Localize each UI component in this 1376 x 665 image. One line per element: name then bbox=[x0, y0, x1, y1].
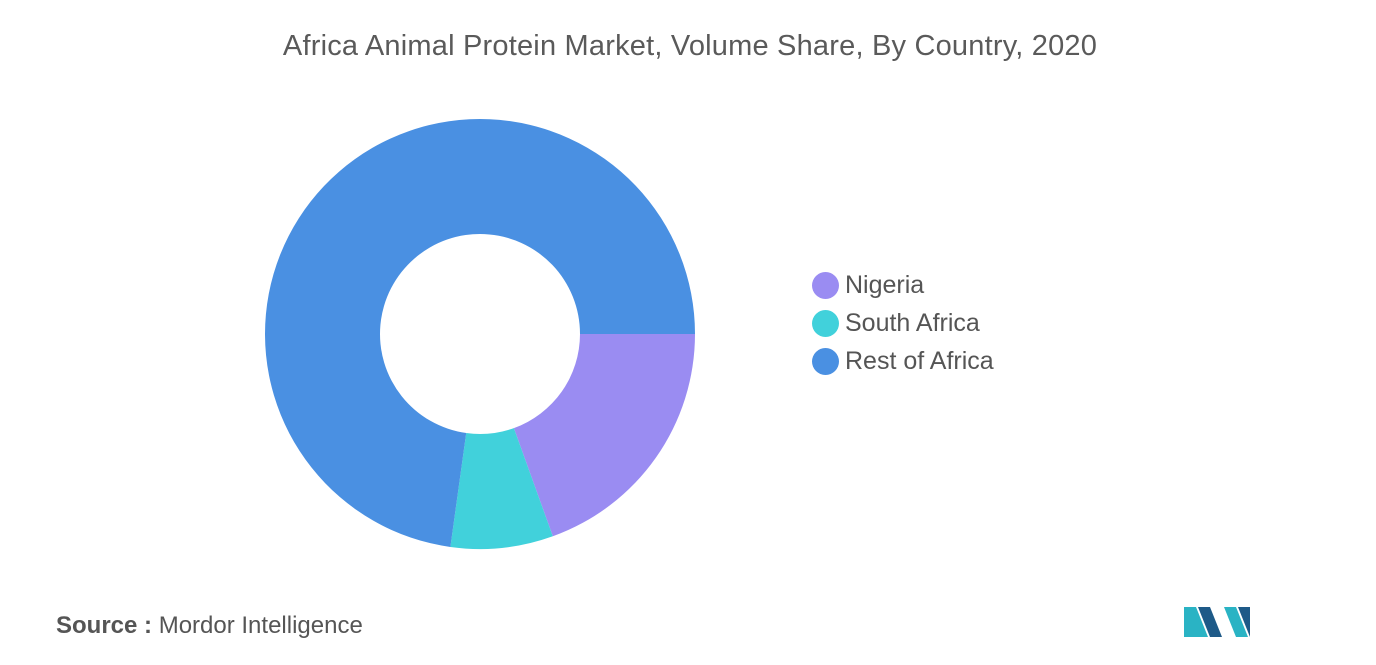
logo-shape-accent bbox=[1238, 607, 1250, 637]
chart-title: Africa Animal Protein Market, Volume Sha… bbox=[282, 30, 1098, 62]
chart-legend: Nigeria South Africa Rest of Africa bbox=[812, 266, 994, 380]
legend-label-nigeria: Nigeria bbox=[845, 270, 925, 299]
legend-label-rest-of-africa: Rest of Africa bbox=[845, 346, 994, 375]
logo-shape-left bbox=[1184, 607, 1208, 637]
legend-label-south-africa: South Africa bbox=[845, 308, 980, 337]
donut-slice-nigeria[interactable] bbox=[513, 334, 695, 537]
mordor-intelligence-logo bbox=[1184, 607, 1250, 637]
legend-item-south-africa[interactable]: South Africa bbox=[812, 304, 994, 342]
logo-shape-right bbox=[1224, 607, 1248, 637]
source-label: Source : bbox=[56, 612, 153, 639]
logo-shape-middle bbox=[1198, 607, 1222, 637]
source-note: Source : Mordor Intelligence bbox=[56, 612, 363, 640]
donut-slice-rest-of-africa[interactable] bbox=[264, 119, 695, 547]
legend-swatch-rest-of-africa bbox=[812, 347, 839, 375]
donut-slice-south-africa[interactable] bbox=[450, 428, 553, 549]
donut-chart bbox=[264, 119, 695, 549]
legend-item-rest-of-africa[interactable]: Rest of Africa bbox=[812, 342, 994, 380]
legend-swatch-nigeria bbox=[812, 271, 839, 299]
source-text: Mordor Intelligence bbox=[158, 612, 363, 639]
legend-item-nigeria[interactable]: Nigeria bbox=[812, 266, 994, 304]
legend-swatch-south-africa bbox=[812, 309, 839, 337]
